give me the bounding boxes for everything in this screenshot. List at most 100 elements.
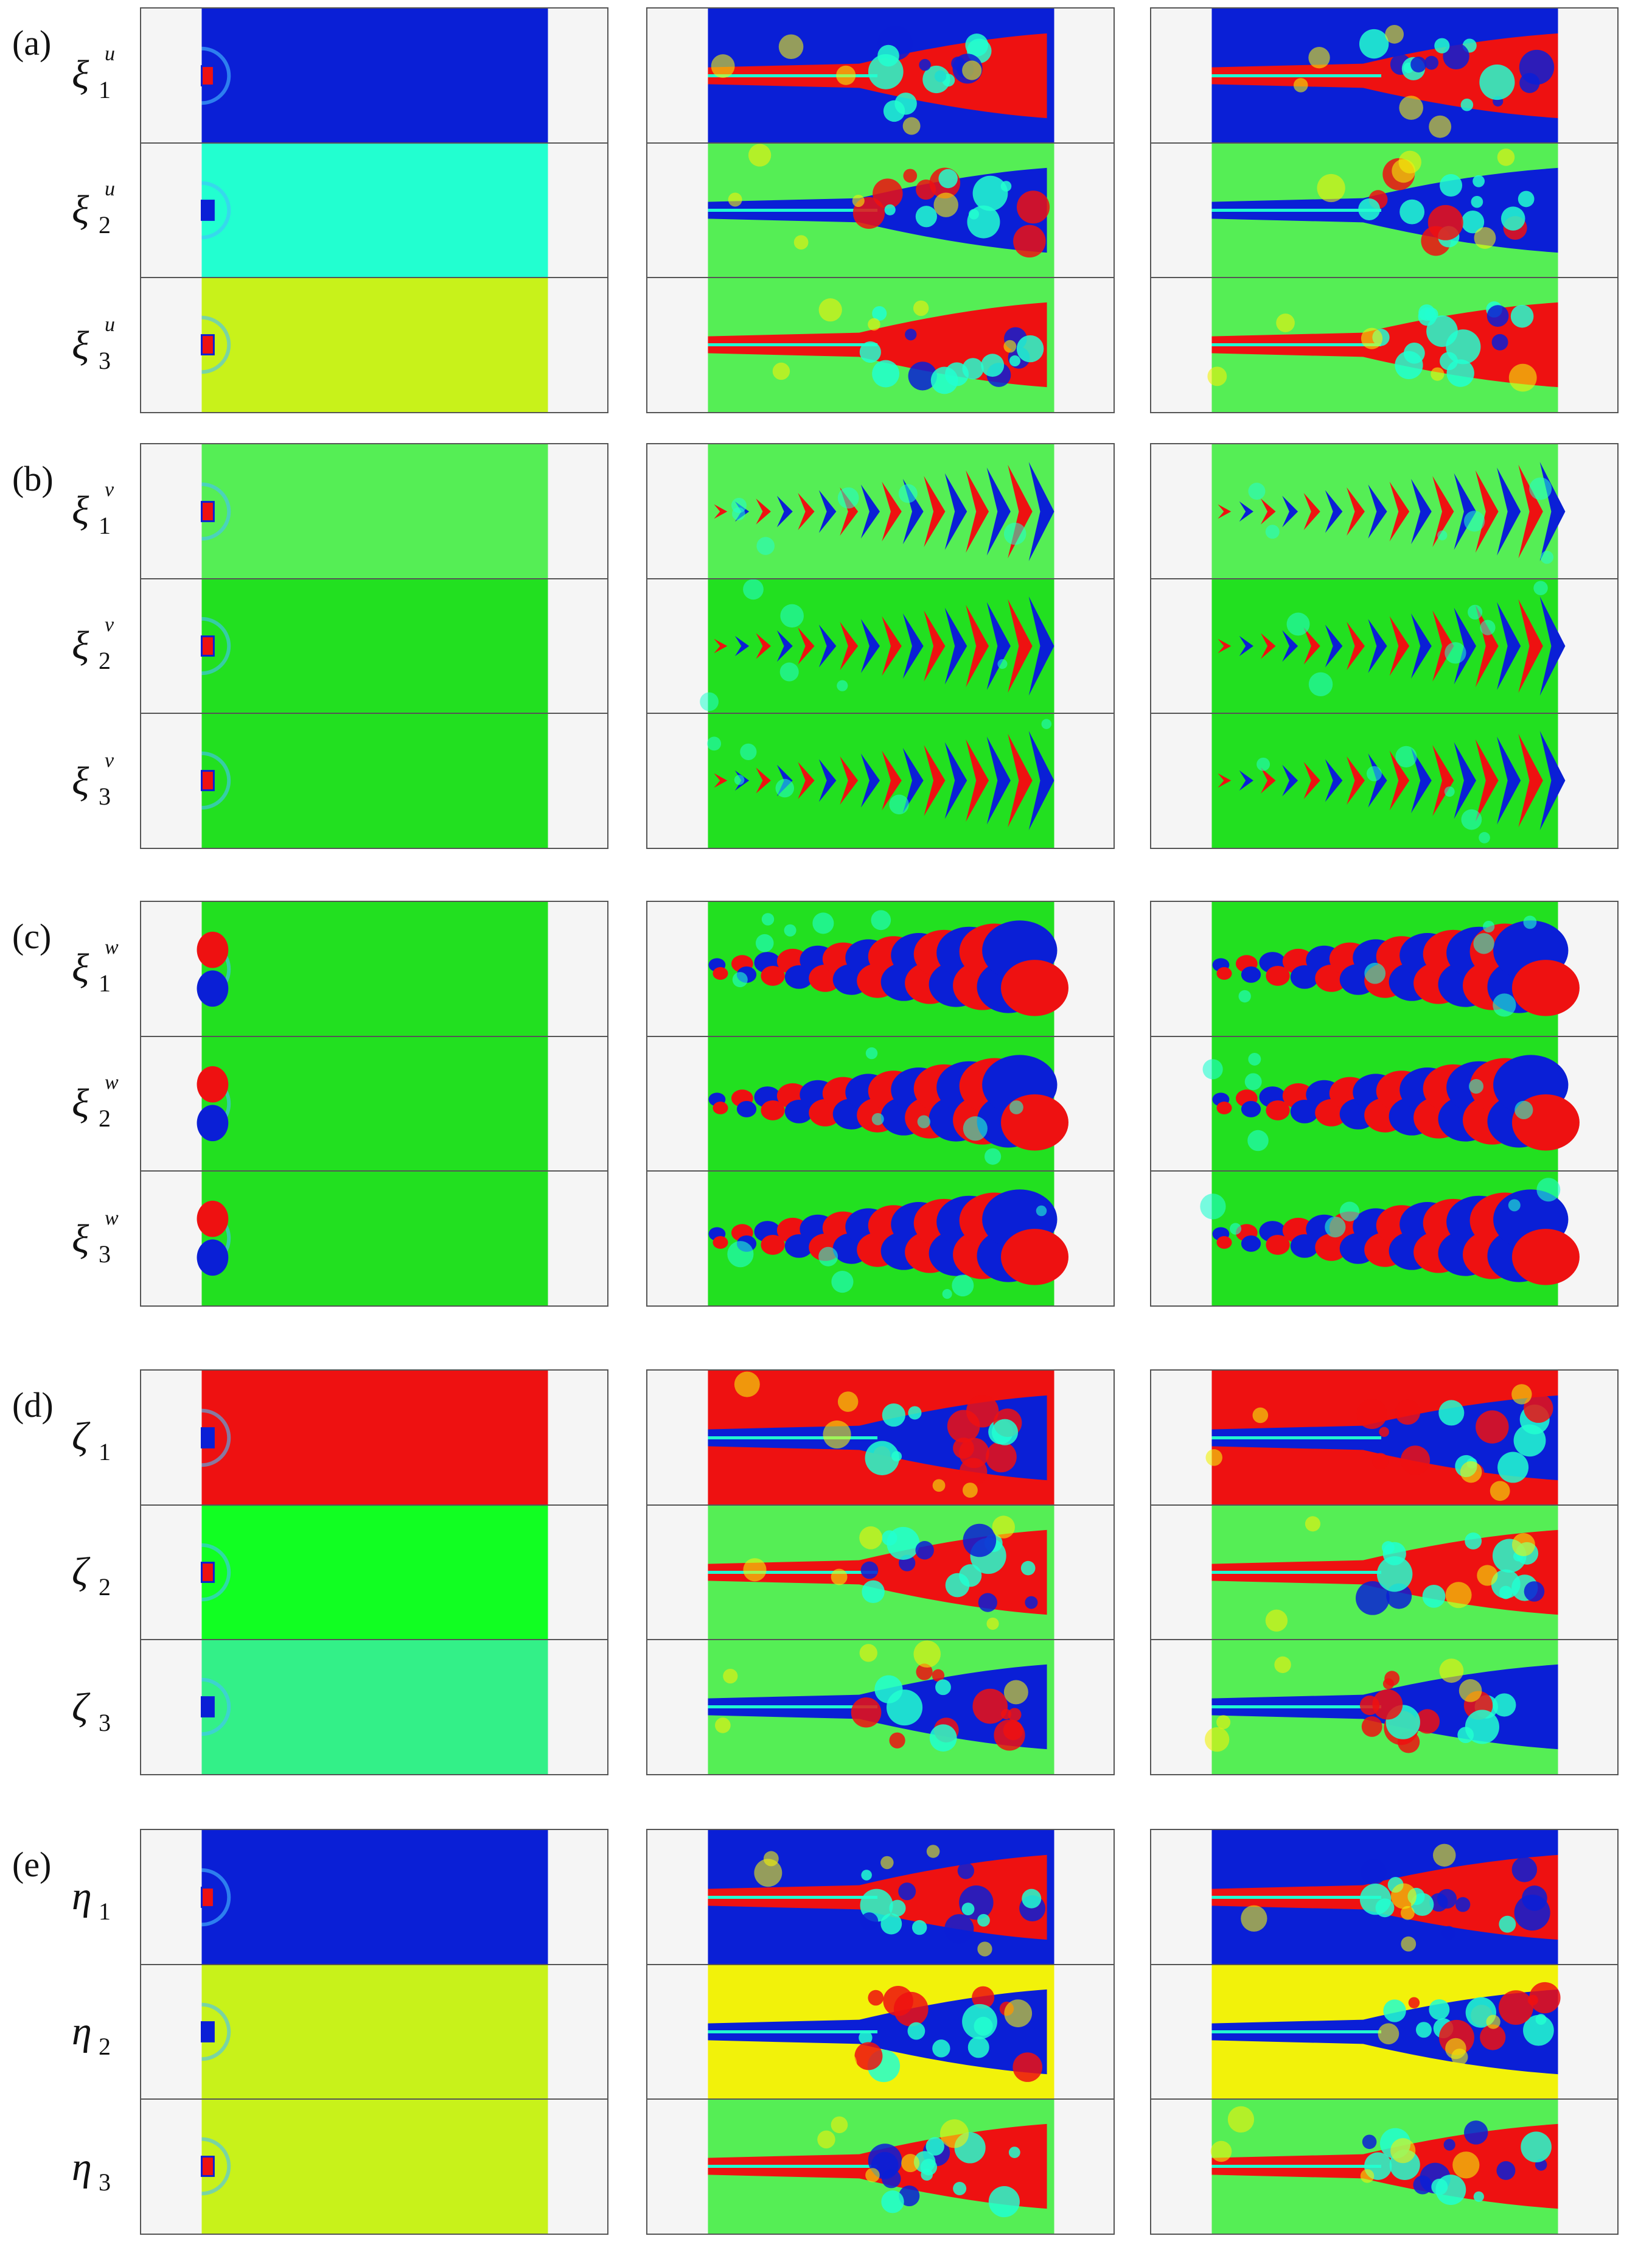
row-subscript: 1: [99, 512, 111, 539]
eddy: [915, 206, 937, 228]
contour-plot: [1151, 902, 1617, 1305]
eddy: [899, 2185, 920, 2207]
row-symbol: ζ: [72, 1685, 88, 1730]
field-background: [201, 278, 548, 412]
row-field-2: [1211, 143, 1558, 278]
eddy: [1376, 1556, 1413, 1592]
eddy: [963, 1523, 997, 1557]
chevron-vortex: [756, 633, 771, 659]
chevron-vortex: [818, 624, 837, 668]
eddy: [1016, 335, 1044, 363]
eddy: [962, 358, 984, 380]
row-field-1: [197, 902, 548, 1036]
chevron-vortex: [1497, 467, 1521, 556]
background-patch: [1238, 990, 1251, 1003]
background-patch: [817, 2130, 835, 2149]
eddy: [1524, 1393, 1553, 1423]
background-patch: [955, 1980, 969, 1993]
inlet-wave: [201, 315, 231, 374]
row-subscript: 2: [99, 2033, 111, 2061]
eddy: [1422, 1584, 1446, 1608]
chevron-vortex: [902, 613, 924, 679]
background-patch: [1479, 832, 1490, 844]
background-patch: [1529, 477, 1552, 500]
contour-panel: [140, 901, 608, 1307]
row-symbol: ξ: [72, 488, 89, 533]
row-superscript: u: [105, 178, 115, 201]
field-background: [201, 1640, 548, 1774]
row-symbol: η: [72, 1874, 92, 1918]
eddy: [935, 1679, 951, 1696]
row-field-1: [1211, 9, 1558, 143]
chevron-vortex: [1347, 487, 1365, 536]
chevron-vortex: [1282, 764, 1298, 797]
chevron-vortex: [944, 473, 967, 550]
background-patch: [748, 144, 772, 167]
contour-panel: [1150, 7, 1619, 413]
eddy: [905, 329, 917, 341]
chevron-vortex: [1303, 627, 1320, 665]
contour-plot: [1151, 444, 1617, 848]
background-patch: [898, 484, 918, 503]
chevron-vortex: [1518, 733, 1543, 828]
field-background: [201, 902, 548, 1036]
eddy: [978, 1593, 997, 1612]
vortex-blob-lower: [1290, 1234, 1319, 1258]
row-field-2: [700, 579, 1054, 713]
row-field-1: [708, 1371, 1054, 1505]
eddy: [1465, 1532, 1482, 1550]
background-patch: [734, 1371, 760, 1397]
eddy: [1443, 2139, 1455, 2151]
row-field-3: [197, 1171, 548, 1305]
chevron-vortex: [1432, 745, 1454, 816]
vortex-blob-lower: [1216, 967, 1232, 980]
background-patch: [1536, 1178, 1561, 1202]
chevron-vortex: [1368, 484, 1387, 539]
contour-plot: [647, 902, 1114, 1305]
background-patch: [901, 2154, 920, 2173]
background-patch: [902, 117, 921, 135]
chevron-vortex: [944, 607, 967, 685]
row-subscript: 3: [99, 2168, 111, 2196]
chevron-vortex: [1389, 616, 1410, 676]
contour-plot: [647, 1371, 1114, 1774]
eddy: [861, 1870, 872, 1881]
eddy: [1499, 1915, 1516, 1933]
background-patch: [711, 54, 735, 79]
row-symbol: ξ: [72, 52, 89, 97]
eddy: [961, 1902, 975, 1916]
group-label: (e): [12, 1845, 52, 1884]
eddy: [932, 2039, 950, 2058]
background-patch: [997, 659, 1008, 669]
background-patch: [992, 1515, 1015, 1539]
eddy: [1016, 190, 1050, 224]
background-patch: [1339, 1201, 1360, 1221]
eddy: [1372, 1453, 1389, 1469]
group-label: (c): [12, 917, 52, 956]
row-field-1: [708, 9, 1054, 143]
background-patch: [1540, 551, 1554, 564]
eddy: [1356, 1581, 1390, 1615]
eddy: [925, 2137, 944, 2156]
eddy: [1022, 1888, 1042, 1909]
row-subscript: 3: [99, 1708, 111, 1736]
background-patch: [1401, 1936, 1417, 1952]
row-field-1: [1211, 444, 1566, 579]
background-patch: [1400, 1906, 1415, 1920]
inlet-jet: [200, 2021, 215, 2042]
eddy: [1521, 2131, 1552, 2163]
background-patch: [1229, 1223, 1242, 1235]
chevron-vortex: [734, 635, 750, 657]
vortex-blob-lower: [713, 1102, 728, 1114]
eddy: [859, 341, 881, 363]
background-patch: [743, 579, 764, 600]
vortex-blob-lower: [1241, 1101, 1261, 1117]
eddy: [1415, 2022, 1432, 2038]
eddy: [1529, 1982, 1561, 2014]
inlet-jet: [200, 1562, 215, 1583]
row-field-3: [708, 1640, 1054, 1774]
